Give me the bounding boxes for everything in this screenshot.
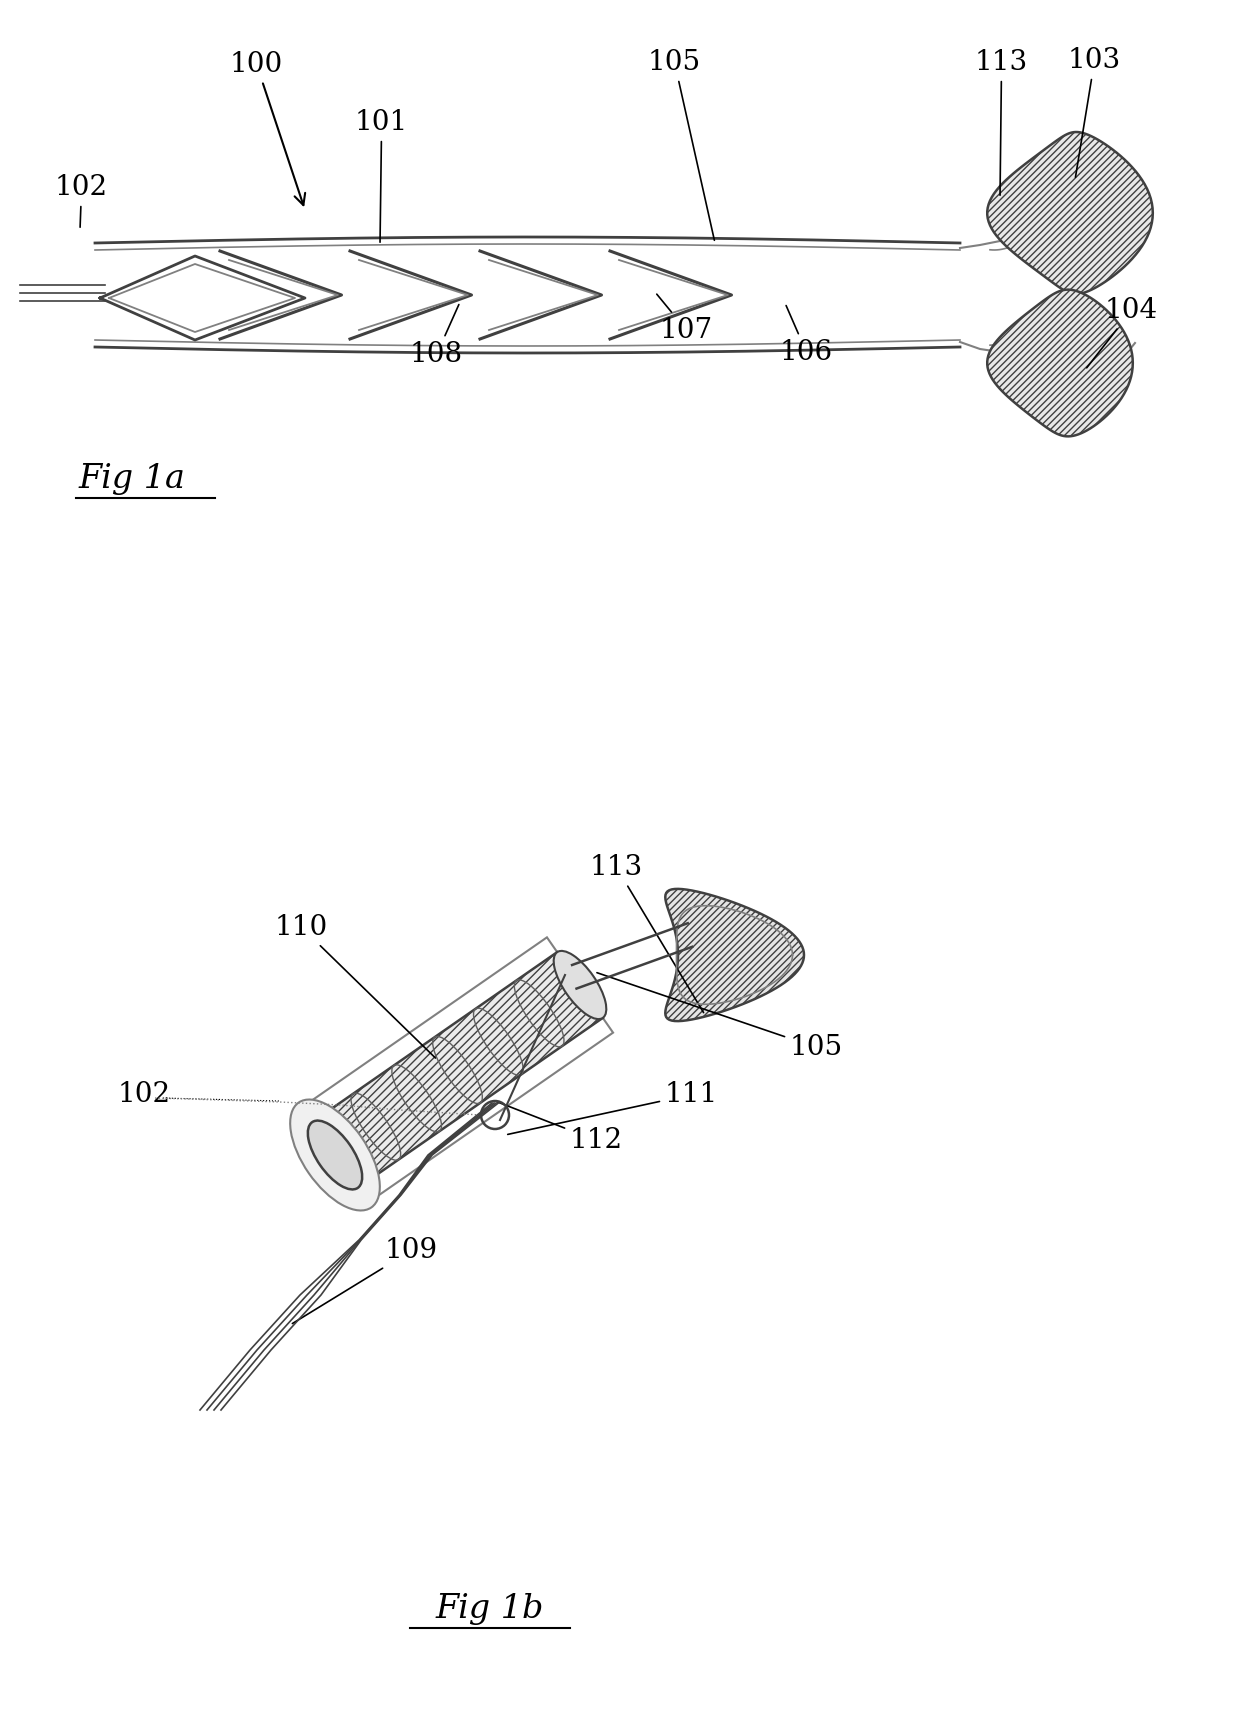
Text: 110: 110	[275, 914, 435, 1058]
Text: Fig 1b: Fig 1b	[435, 1594, 544, 1625]
Text: 107: 107	[657, 294, 713, 344]
Text: Fig 1a: Fig 1a	[78, 463, 185, 496]
Text: 103: 103	[1068, 46, 1121, 177]
Polygon shape	[312, 952, 603, 1187]
Text: 105: 105	[649, 48, 714, 241]
Ellipse shape	[308, 1120, 362, 1189]
Text: 109: 109	[293, 1237, 438, 1323]
Polygon shape	[987, 133, 1153, 294]
Text: 112: 112	[497, 1101, 624, 1155]
Ellipse shape	[554, 952, 606, 1019]
Text: 105: 105	[596, 972, 843, 1062]
Text: 113: 113	[590, 854, 703, 1012]
Text: 100: 100	[229, 52, 305, 205]
Text: 104: 104	[1086, 298, 1158, 368]
Text: 113: 113	[975, 48, 1028, 194]
Text: 102: 102	[118, 1081, 171, 1108]
Text: 111: 111	[507, 1081, 718, 1134]
Polygon shape	[666, 888, 804, 1021]
Text: 101: 101	[355, 108, 408, 243]
Text: 106: 106	[780, 306, 833, 367]
Text: 102: 102	[55, 174, 108, 227]
Polygon shape	[987, 289, 1133, 437]
Text: 108: 108	[410, 305, 463, 368]
Ellipse shape	[290, 1100, 379, 1210]
